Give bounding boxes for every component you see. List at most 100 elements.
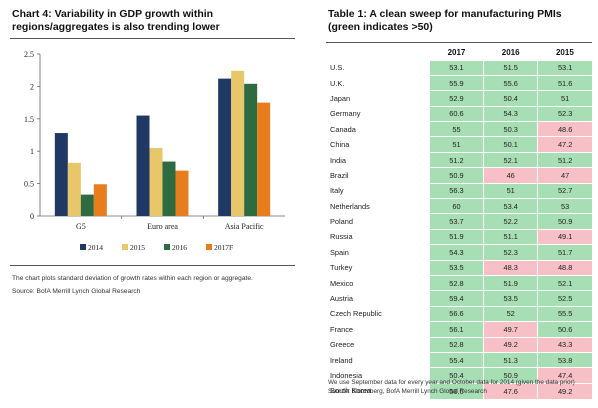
pmi-value-cell: 50.4 bbox=[484, 91, 538, 106]
pmi-value-cell: 53.7 bbox=[429, 214, 483, 229]
pmi-value-cell: 51.5 bbox=[484, 60, 538, 75]
pmi-value-cell: 53.5 bbox=[429, 260, 483, 275]
table1-title: Table 1: A clean sweep for manufacturing… bbox=[326, 8, 592, 36]
chart4-source: Source: BofA Merrill Lynch Global Resear… bbox=[12, 287, 140, 296]
country-cell: Greece bbox=[326, 337, 429, 352]
table-row: Italy 56.3 51 52.7 bbox=[326, 183, 592, 198]
y-tick-label: 0 bbox=[30, 212, 34, 221]
country-cell: Austria bbox=[326, 291, 429, 306]
pmi-value-cell: 49.7 bbox=[484, 322, 538, 337]
year-column-header: 2017 bbox=[429, 46, 483, 60]
pmi-value-cell: 51.2 bbox=[429, 152, 483, 167]
pmi-value-cell: 48.8 bbox=[538, 260, 592, 275]
pmi-value-cell: 52 bbox=[484, 306, 538, 321]
x-category-label: Euro area bbox=[147, 222, 178, 231]
pmi-value-cell: 50.9 bbox=[538, 214, 592, 229]
table-row: Canada 55 50.3 48.6 bbox=[326, 122, 592, 137]
bar bbox=[81, 195, 94, 216]
bar bbox=[150, 148, 163, 216]
table1-note: We use September data for every year and… bbox=[328, 378, 592, 396]
country-cell: Russia bbox=[326, 229, 429, 244]
table-row: France 56.1 49.7 50.6 bbox=[326, 322, 592, 337]
bar bbox=[257, 103, 270, 216]
y-tick-label: 1 bbox=[30, 147, 34, 156]
legend-label: 2016 bbox=[172, 243, 187, 252]
pmi-value-cell: 56.3 bbox=[429, 183, 483, 198]
pmi-value-cell: 53.1 bbox=[538, 60, 592, 75]
pmi-value-cell: 51 bbox=[429, 137, 483, 152]
chart4-footnote: The chart plots standard deviation of gr… bbox=[12, 274, 295, 283]
x-category-label: G5 bbox=[76, 222, 86, 231]
bar bbox=[231, 71, 244, 216]
y-tick-label: 2.5 bbox=[24, 50, 34, 59]
table1-panel: Table 1: A clean sweep for manufacturing… bbox=[326, 8, 592, 406]
pmi-value-cell: 46 bbox=[484, 168, 538, 183]
pmi-value-cell: 51.7 bbox=[538, 245, 592, 260]
pmi-value-cell: 48.3 bbox=[484, 260, 538, 275]
table-row: India 51.2 52.1 51.2 bbox=[326, 152, 592, 167]
pmi-value-cell: 56.6 bbox=[429, 306, 483, 321]
pmi-value-cell: 60.6 bbox=[429, 106, 483, 121]
table-row: Austria 59.4 53.5 52.5 bbox=[326, 291, 592, 306]
bar bbox=[163, 162, 176, 216]
country-cell: Ireland bbox=[326, 352, 429, 367]
pmi-value-cell: 53.1 bbox=[429, 60, 483, 75]
country-cell: Czech Republic bbox=[326, 306, 429, 321]
pmi-value-cell: 56.1 bbox=[429, 322, 483, 337]
pmi-value-cell: 52.7 bbox=[538, 183, 592, 198]
bar bbox=[68, 163, 81, 216]
year-column-header: 2016 bbox=[484, 46, 538, 60]
pmi-value-cell: 53.8 bbox=[538, 352, 592, 367]
pmi-value-cell: 52.3 bbox=[538, 106, 592, 121]
year-column-header: 2015 bbox=[538, 46, 592, 60]
table-row: U.S. 53.1 51.5 53.1 bbox=[326, 60, 592, 75]
country-cell: Mexico bbox=[326, 275, 429, 290]
pmi-value-cell: 55.6 bbox=[484, 75, 538, 90]
country-cell: France bbox=[326, 322, 429, 337]
country-cell: Spain bbox=[326, 245, 429, 260]
pmi-value-cell: 51.2 bbox=[538, 152, 592, 167]
pmi-value-cell: 53.4 bbox=[484, 199, 538, 214]
x-category-label: Asia Pacific bbox=[225, 222, 264, 231]
bar bbox=[55, 133, 68, 216]
table-row: Poland 53.7 52.2 50.9 bbox=[326, 214, 592, 229]
bar bbox=[94, 184, 107, 216]
y-tick-label: 0.5 bbox=[24, 180, 34, 189]
pmi-value-cell: 55.9 bbox=[429, 75, 483, 90]
pmi-value-cell: 54.3 bbox=[484, 106, 538, 121]
pmi-value-cell: 52.3 bbox=[484, 245, 538, 260]
pmi-value-cell: 51.6 bbox=[538, 75, 592, 90]
pmi-value-cell: 55.4 bbox=[429, 352, 483, 367]
pmi-value-cell: 50.3 bbox=[484, 122, 538, 137]
legend-swatch bbox=[164, 244, 170, 250]
table-row: China 51 50.1 47.2 bbox=[326, 137, 592, 152]
chart4-title-rule bbox=[10, 38, 295, 39]
pmi-value-cell: 52.2 bbox=[484, 214, 538, 229]
country-cell: Canada bbox=[326, 122, 429, 137]
country-cell: Brazil bbox=[326, 168, 429, 183]
country-cell: Turkey bbox=[326, 260, 429, 275]
table-row: Ireland 55.4 51.3 53.8 bbox=[326, 352, 592, 367]
pmi-value-cell: 51.3 bbox=[484, 352, 538, 367]
pmi-value-cell: 49.2 bbox=[484, 337, 538, 352]
legend-label: 2015 bbox=[130, 243, 145, 252]
pmi-value-cell: 52.1 bbox=[484, 152, 538, 167]
table-row: Russia 51.9 51.1 49.1 bbox=[326, 229, 592, 244]
country-cell: India bbox=[326, 152, 429, 167]
chart4-bottom-rule bbox=[10, 265, 295, 266]
pmi-value-cell: 51.9 bbox=[484, 275, 538, 290]
country-cell: Italy bbox=[326, 183, 429, 198]
pmi-value-cell: 54.3 bbox=[429, 245, 483, 260]
table-row: Germany 60.6 54.3 52.3 bbox=[326, 106, 592, 121]
table-row: Spain 54.3 52.3 51.7 bbox=[326, 245, 592, 260]
pmi-value-cell: 52.8 bbox=[429, 275, 483, 290]
table-row: Greece 52.8 49.2 43.3 bbox=[326, 337, 592, 352]
table-row: Mexico 52.8 51.9 52.1 bbox=[326, 275, 592, 290]
pmi-value-cell: 55 bbox=[429, 122, 483, 137]
table-row: Czech Republic 56.6 52 55.5 bbox=[326, 306, 592, 321]
pmi-value-cell: 52.1 bbox=[538, 275, 592, 290]
legend-swatch bbox=[206, 244, 212, 250]
pmi-value-cell: 49.1 bbox=[538, 229, 592, 244]
y-tick-label: 2 bbox=[30, 82, 34, 91]
pmi-value-cell: 50.1 bbox=[484, 137, 538, 152]
